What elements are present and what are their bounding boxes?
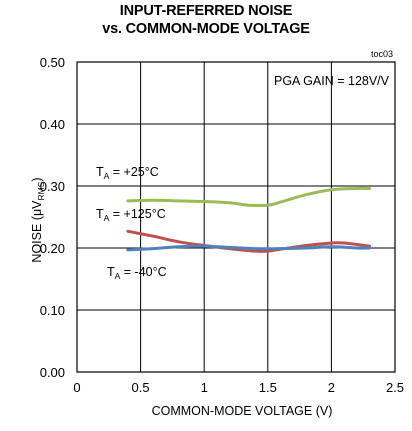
condition-label: PGA GAIN = 128V/V: [274, 74, 390, 88]
series-label-125c: TA = +125°C: [96, 207, 166, 223]
y-axis-label: NOISE (μVRMS): [30, 177, 46, 262]
x-tick-label: 2.5: [386, 380, 404, 395]
y-tick-label: 0.50: [40, 55, 65, 70]
plot-frame: [76, 61, 396, 373]
y-tick-label: 0.30: [40, 179, 65, 194]
x-tick-label: 1: [201, 380, 208, 395]
series-label-25c: TA = +25°C: [96, 165, 159, 181]
x-axis-label: COMMON-MODE VOLTAGE (V): [152, 404, 333, 418]
figure-code: toc03: [371, 49, 393, 59]
x-tick-label: 2: [328, 380, 335, 395]
x-tick-label: 0.5: [132, 380, 150, 395]
x-tick-label: 1.5: [259, 380, 277, 395]
y-tick-label: 0.00: [40, 365, 65, 380]
series-line-25c: [126, 186, 372, 208]
series-line-125c: [126, 229, 372, 253]
y-tick-label: 0.40: [40, 117, 65, 132]
y-tick-label: 0.20: [40, 241, 65, 256]
y-tick-label: 0.10: [40, 303, 65, 318]
series-line-minus40c: [126, 244, 372, 252]
chart-title-line-1: INPUT-REFERRED NOISE: [119, 3, 293, 19]
series-label-minus40c: TA = -40°C: [107, 265, 167, 281]
chart-title-line-2: vs. COMMON-MODE VOLTAGE: [102, 21, 310, 37]
x-tick-label: 0: [73, 380, 80, 395]
